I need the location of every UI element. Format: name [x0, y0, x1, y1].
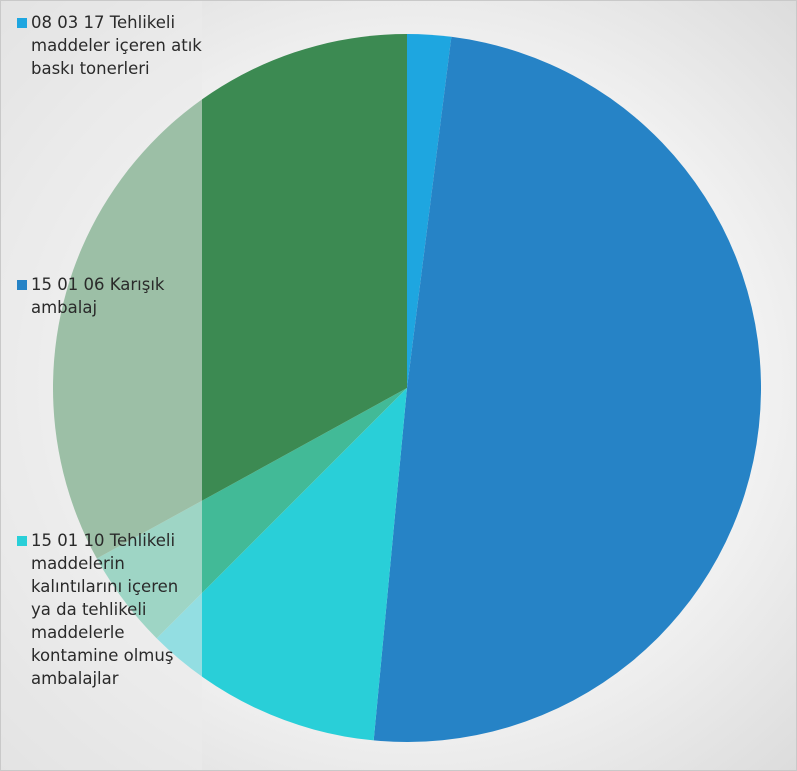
pie-slice-2[interactable] [156, 388, 407, 741]
legend-label-0: 08 03 17 Tehlikeli maddeler içeren atık … [31, 13, 202, 78]
legend-item-2[interactable]: 15 01 10 Tehlikeli maddelerin kalıntılar… [17, 529, 202, 690]
legend-swatch-0 [17, 18, 27, 28]
pie-slice-1[interactable] [373, 36, 761, 742]
pie-slice-0[interactable] [407, 34, 452, 388]
legend-swatch-2 [17, 536, 27, 546]
legend-label-1: 15 01 06 Karışık ambalaj [31, 275, 165, 317]
legend-item-1[interactable]: 15 01 06 Karışık ambalaj [17, 273, 202, 319]
legend: 08 03 17 Tehlikeli maddeler içeren atık … [1, 1, 202, 770]
legend-item-0[interactable]: 08 03 17 Tehlikeli maddeler içeren atık … [17, 11, 202, 80]
legend-label-2: 15 01 10 Tehlikeli maddelerin kalıntılar… [31, 531, 179, 688]
legend-swatch-1 [17, 280, 27, 290]
